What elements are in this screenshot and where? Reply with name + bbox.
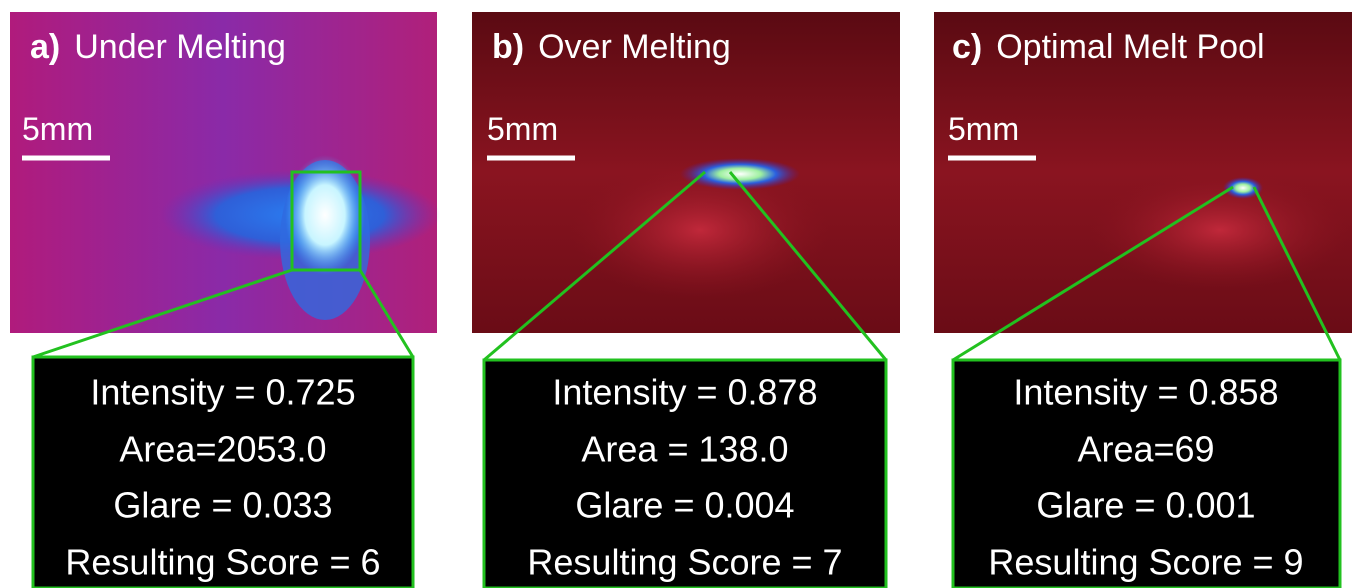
figure: a)Under Melting 5mm Intensity = 0.725 Ar… xyxy=(0,0,1352,588)
metric: Glare = 0.001 xyxy=(1036,485,1255,526)
panel-a: a)Under Melting 5mm Intensity = 0.725 Ar… xyxy=(10,12,440,588)
heat-region xyxy=(1090,170,1350,290)
metric: Glare = 0.033 xyxy=(113,485,332,526)
metric: Intensity = 0.725 xyxy=(90,372,355,413)
metric: Intensity = 0.858 xyxy=(1013,372,1278,413)
metric: Area=2053.0 xyxy=(119,429,326,470)
metric: Intensity = 0.878 xyxy=(552,372,817,413)
panel-label: c)Optimal Melt Pool xyxy=(952,28,1265,66)
metric: Resulting Score = 6 xyxy=(65,542,380,583)
metric: Resulting Score = 7 xyxy=(527,542,842,583)
scale-label: 5mm xyxy=(948,111,1019,147)
metric: Glare = 0.004 xyxy=(575,485,794,526)
metric: Resulting Score = 9 xyxy=(988,542,1303,583)
panel-b: b)Over Melting 5mm Intensity = 0.878 Are… xyxy=(472,12,900,588)
scale-label: 5mm xyxy=(487,111,558,147)
metric: Area=69 xyxy=(1077,429,1214,470)
metric: Area = 138.0 xyxy=(581,429,788,470)
scale-label: 5mm xyxy=(22,111,93,147)
panel-c: c)Optimal Melt Pool 5mm Intensity = 0.85… xyxy=(934,12,1352,588)
